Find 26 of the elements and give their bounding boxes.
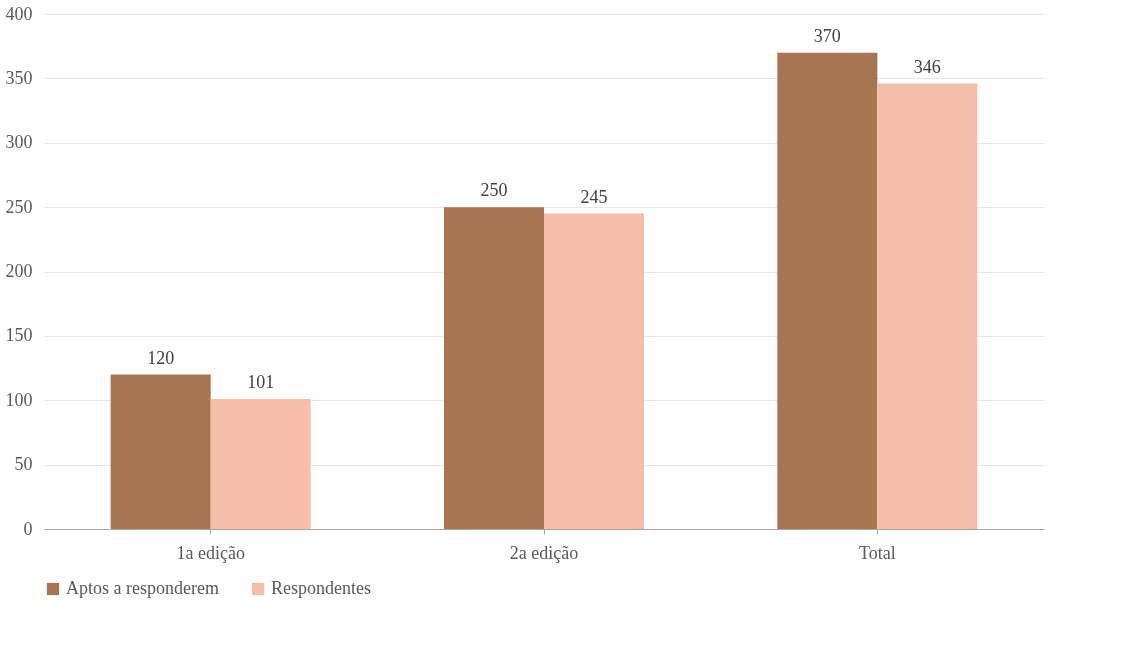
bar [777, 52, 878, 529]
x-tick-label: 2a edição [509, 542, 579, 563]
y-tick-label: 400 [5, 3, 33, 24]
bar [877, 83, 978, 529]
y-tick-label: 100 [5, 389, 33, 410]
y-tick-label: 350 [5, 67, 33, 88]
data-label: 346 [913, 56, 941, 77]
data-label: 120 [147, 347, 175, 368]
bar [110, 374, 211, 529]
x-tick-label: 1a edição [176, 542, 245, 563]
y-tick-label: 250 [5, 196, 33, 217]
legend-label: Respondentes [271, 578, 371, 598]
data-label: 250 [480, 180, 508, 201]
data-label: 245 [580, 186, 608, 207]
data-label: 101 [247, 371, 275, 392]
y-tick-label: 0 [23, 518, 33, 539]
bar [444, 207, 544, 529]
bar [544, 213, 644, 529]
y-tick-label: 50 [14, 454, 33, 475]
y-tick-label: 300 [5, 132, 33, 153]
data-label: 370 [813, 25, 841, 46]
x-tick-label: Total [858, 542, 896, 563]
y-tick-label: 150 [5, 325, 33, 346]
bar [210, 398, 311, 529]
y-tick-label: 200 [5, 261, 33, 281]
legend-label: Aptos a responderem [66, 578, 219, 598]
